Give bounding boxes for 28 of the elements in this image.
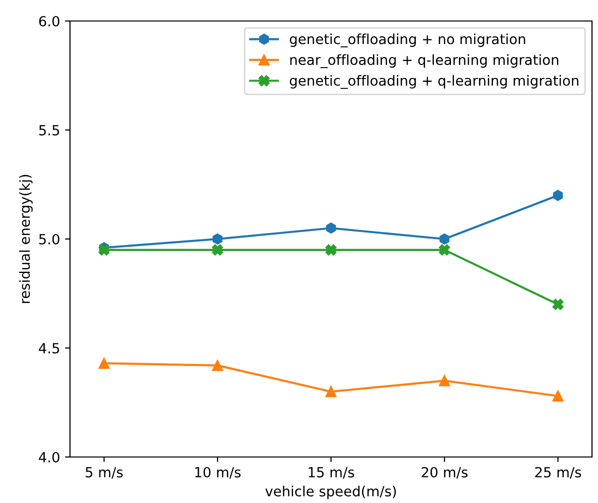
point [438, 244, 450, 256]
legend-label: genetic_offloading + no migration [290, 34, 526, 48]
x-tick-label: 15 m/s [308, 467, 354, 479]
y-tick-label: 4.0 [38, 452, 60, 462]
x-axis-title: vehicle speed(m/s) [265, 486, 396, 500]
point [552, 298, 564, 310]
point [212, 233, 222, 245]
x-tick-label: 25 m/s [535, 466, 582, 479]
point [440, 233, 450, 245]
x-tick-label: 5 m/s [86, 467, 123, 479]
y-tick-label: 5.5 [39, 125, 60, 136]
point [552, 390, 564, 402]
y-tick-label: 5.0 [39, 234, 60, 244]
y-axis-title: residual energy(kj) [19, 174, 33, 304]
point [325, 244, 337, 256]
x-tick-label: 10 m/s [195, 466, 241, 479]
point [325, 386, 337, 398]
y-tick-label: 4.5 [38, 343, 60, 354]
point [553, 190, 563, 201]
legend-label: genetic_offloading + q-learning migration [290, 75, 578, 89]
point [212, 244, 224, 256]
point [326, 222, 336, 234]
point [212, 360, 224, 371]
point [98, 358, 110, 369]
y-tick-label: 6.0 [39, 16, 60, 26]
x-tick-label: 20 m/s [422, 466, 468, 479]
point [438, 375, 450, 386]
legend-label: near_offloading + q-learning migration [290, 54, 558, 68]
